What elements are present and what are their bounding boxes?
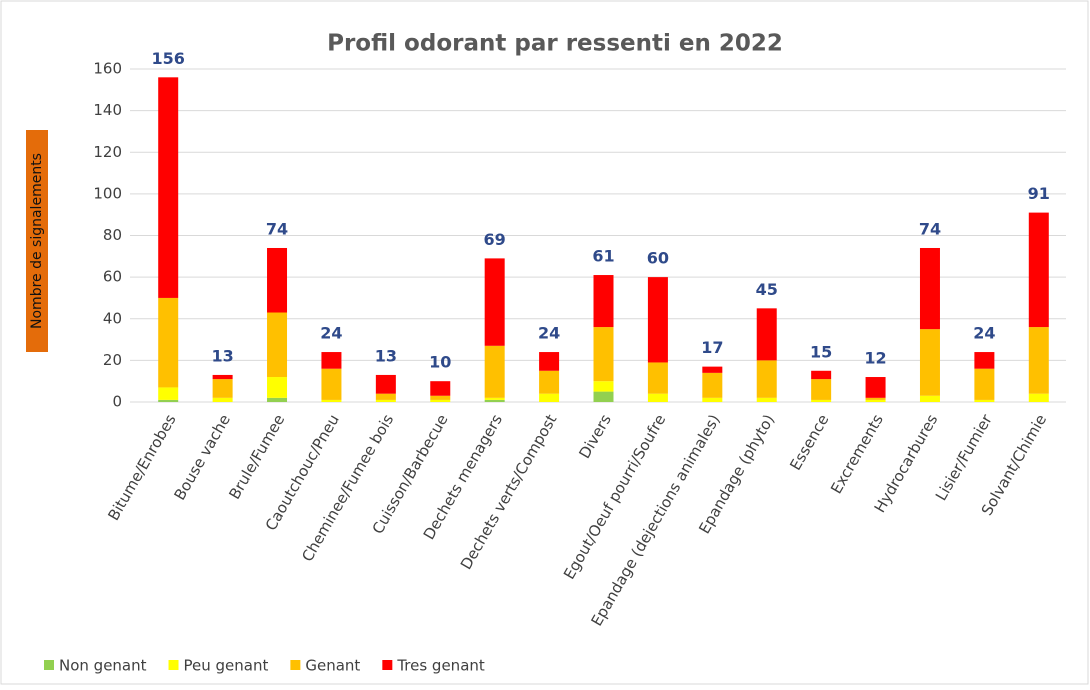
bar-segment [919, 395, 940, 402]
bar-segment [702, 372, 723, 398]
total-label: 24 [320, 324, 342, 343]
bar-segment [212, 374, 233, 380]
bar-segment [430, 399, 451, 402]
bar-segment [158, 77, 179, 298]
y-tick-label: 20 [103, 351, 122, 369]
y-axis-label: Nombre de signalements [29, 153, 45, 329]
total-label: 24 [973, 324, 995, 343]
bar-segment [212, 379, 233, 398]
bar-segment [375, 399, 396, 402]
bar-segment [321, 368, 342, 400]
bar-segment [267, 312, 288, 378]
bar-segment [811, 379, 832, 400]
legend-swatch [168, 660, 179, 670]
bar-segment [865, 399, 886, 402]
bar-segment [484, 397, 505, 400]
total-label: 61 [592, 247, 614, 266]
y-tick-label: 0 [112, 393, 122, 411]
y-tick-label: 60 [103, 268, 122, 286]
bar-segment [539, 370, 560, 394]
bar-segment [1028, 393, 1049, 402]
bar-segment [593, 275, 614, 328]
bar-segment [702, 397, 723, 402]
bar-segment [158, 399, 179, 402]
legend-label: Genant [305, 657, 360, 675]
legend-label: Peu genant [184, 657, 269, 675]
y-tick-label: 140 [93, 101, 122, 119]
bar-segment [865, 397, 886, 400]
bar-segment [430, 395, 451, 400]
bar-segment [647, 277, 668, 363]
bar-segment [484, 399, 505, 402]
bar-segment [484, 345, 505, 398]
legend-swatch [382, 660, 393, 670]
total-label: 15 [810, 342, 832, 361]
bar-segment [811, 370, 832, 380]
total-label: 69 [484, 230, 506, 249]
bar-segment [375, 374, 396, 394]
total-label: 45 [756, 280, 778, 299]
y-tick-label: 120 [93, 143, 122, 161]
legend-swatch [44, 660, 54, 670]
total-label: 13 [211, 346, 233, 365]
bar-segment [375, 393, 396, 400]
bar-segment [212, 397, 233, 402]
bar-segment [647, 393, 668, 402]
bar-segment [756, 308, 777, 361]
total-label: 74 [266, 219, 288, 238]
bar-segment [647, 362, 668, 394]
y-tick-label: 40 [103, 309, 122, 327]
total-label: 156 [152, 49, 185, 68]
bar-segment [756, 397, 777, 402]
y-tick-label: 160 [93, 60, 122, 78]
bar-segment [593, 381, 614, 392]
total-label: 12 [864, 349, 886, 368]
bar-segment [756, 360, 777, 398]
bar-segment [593, 327, 614, 382]
total-label: 74 [919, 219, 941, 238]
bar-segment [321, 352, 342, 369]
y-label-box [26, 130, 48, 352]
bar-segment [974, 368, 995, 400]
bar-segment [158, 387, 179, 400]
legend-label: Non genant [59, 657, 147, 675]
total-label: 10 [429, 353, 451, 372]
bar-segment [267, 377, 288, 398]
bar-segment [1028, 212, 1049, 328]
legend-swatch [290, 660, 301, 670]
bar-segment [484, 258, 505, 346]
bar-segment [974, 399, 995, 402]
total-label: 24 [538, 324, 560, 343]
y-tick-label: 100 [93, 184, 122, 202]
bar-segment [158, 297, 179, 388]
total-label: 13 [375, 346, 397, 365]
bar-segment [430, 381, 451, 396]
total-label: 60 [647, 249, 669, 268]
bar-segment [539, 352, 560, 371]
bar-segment [593, 391, 614, 402]
bar-segment [267, 247, 288, 313]
legend-label: Tres genant [396, 657, 485, 675]
bar-segment [1028, 327, 1049, 394]
bar-segment [919, 247, 940, 330]
bar-segment [321, 399, 342, 402]
total-label: 91 [1028, 184, 1050, 203]
bar-segment [702, 366, 723, 373]
total-label: 17 [701, 338, 723, 357]
chart-title: Profil odorant par ressenti en 2022 [327, 31, 783, 57]
bar-segment [811, 399, 832, 402]
bar-segment [865, 377, 886, 398]
bar-segment [919, 329, 940, 396]
bar-segment [539, 393, 560, 402]
bar-segment [974, 352, 995, 369]
y-tick-label: 80 [103, 226, 122, 244]
bar-segment [267, 397, 288, 402]
